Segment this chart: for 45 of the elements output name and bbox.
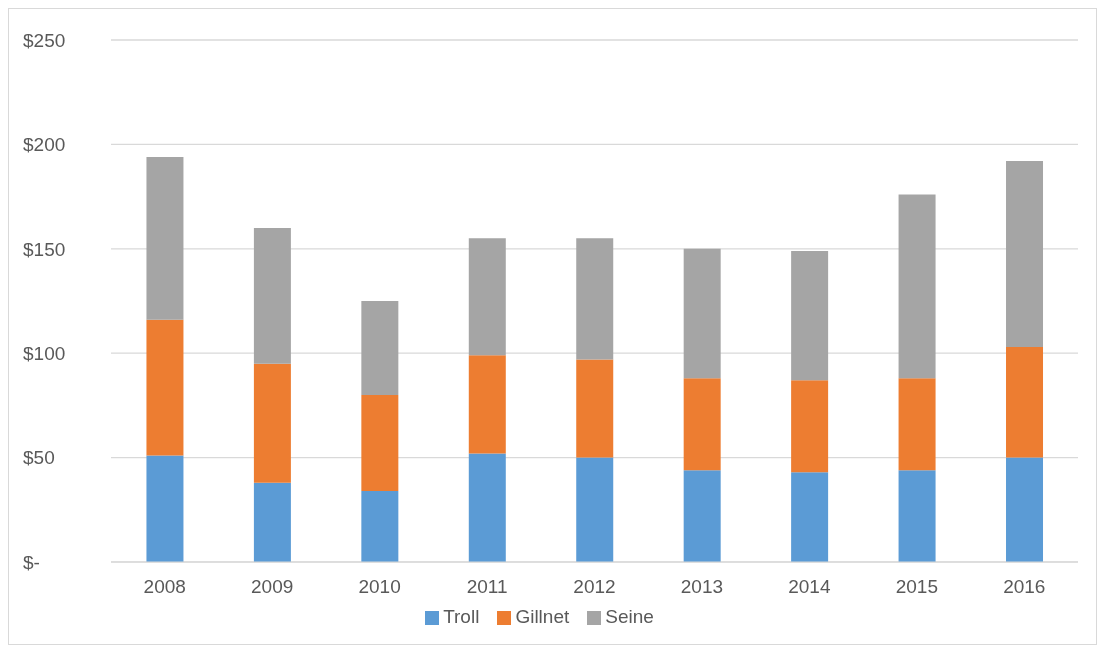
x-tick-label: 2014 [788,576,831,598]
legend-label: Seine [605,606,654,627]
y-tick-label: $150 [23,238,66,260]
bar [791,380,829,473]
bar [683,470,721,562]
bar [1006,161,1044,347]
x-tick-label: 2013 [680,576,724,598]
bar [1006,346,1044,458]
x-tick-label: 2015 [895,576,938,598]
bar [683,378,721,471]
bar [1006,457,1044,562]
bar [898,470,936,562]
x-tick-label: 2010 [358,576,401,598]
bar [468,355,506,454]
bar [253,227,291,364]
y-tick-label: $100 [23,342,66,364]
bar [791,250,829,381]
legend-label: Gillnet [515,606,570,627]
x-tick-label: 2009 [251,576,294,598]
y-tick-label: $- [23,551,40,573]
bar [576,238,614,360]
bar [146,319,184,456]
bar [898,378,936,471]
bar [683,248,721,379]
x-tick-label: 2016 [1003,576,1046,598]
x-tick-label: 2008 [143,576,186,598]
bar [576,359,614,458]
bar [791,472,829,562]
bar [253,482,291,562]
bar [146,455,184,562]
x-tick-label: 2012 [573,576,616,598]
bar [898,194,936,379]
bar [253,363,291,483]
legend-label: Troll [443,606,480,627]
x-tick-label: 2011 [466,576,508,598]
bar [468,238,506,356]
y-tick-label: $200 [23,134,66,156]
bar [361,301,399,395]
bar [361,491,399,562]
y-tick-label: $250 [23,29,66,51]
y-tick-label: $50 [23,447,55,469]
bar [468,453,506,562]
bar [146,156,184,320]
bar [361,394,399,492]
bar [576,457,614,562]
